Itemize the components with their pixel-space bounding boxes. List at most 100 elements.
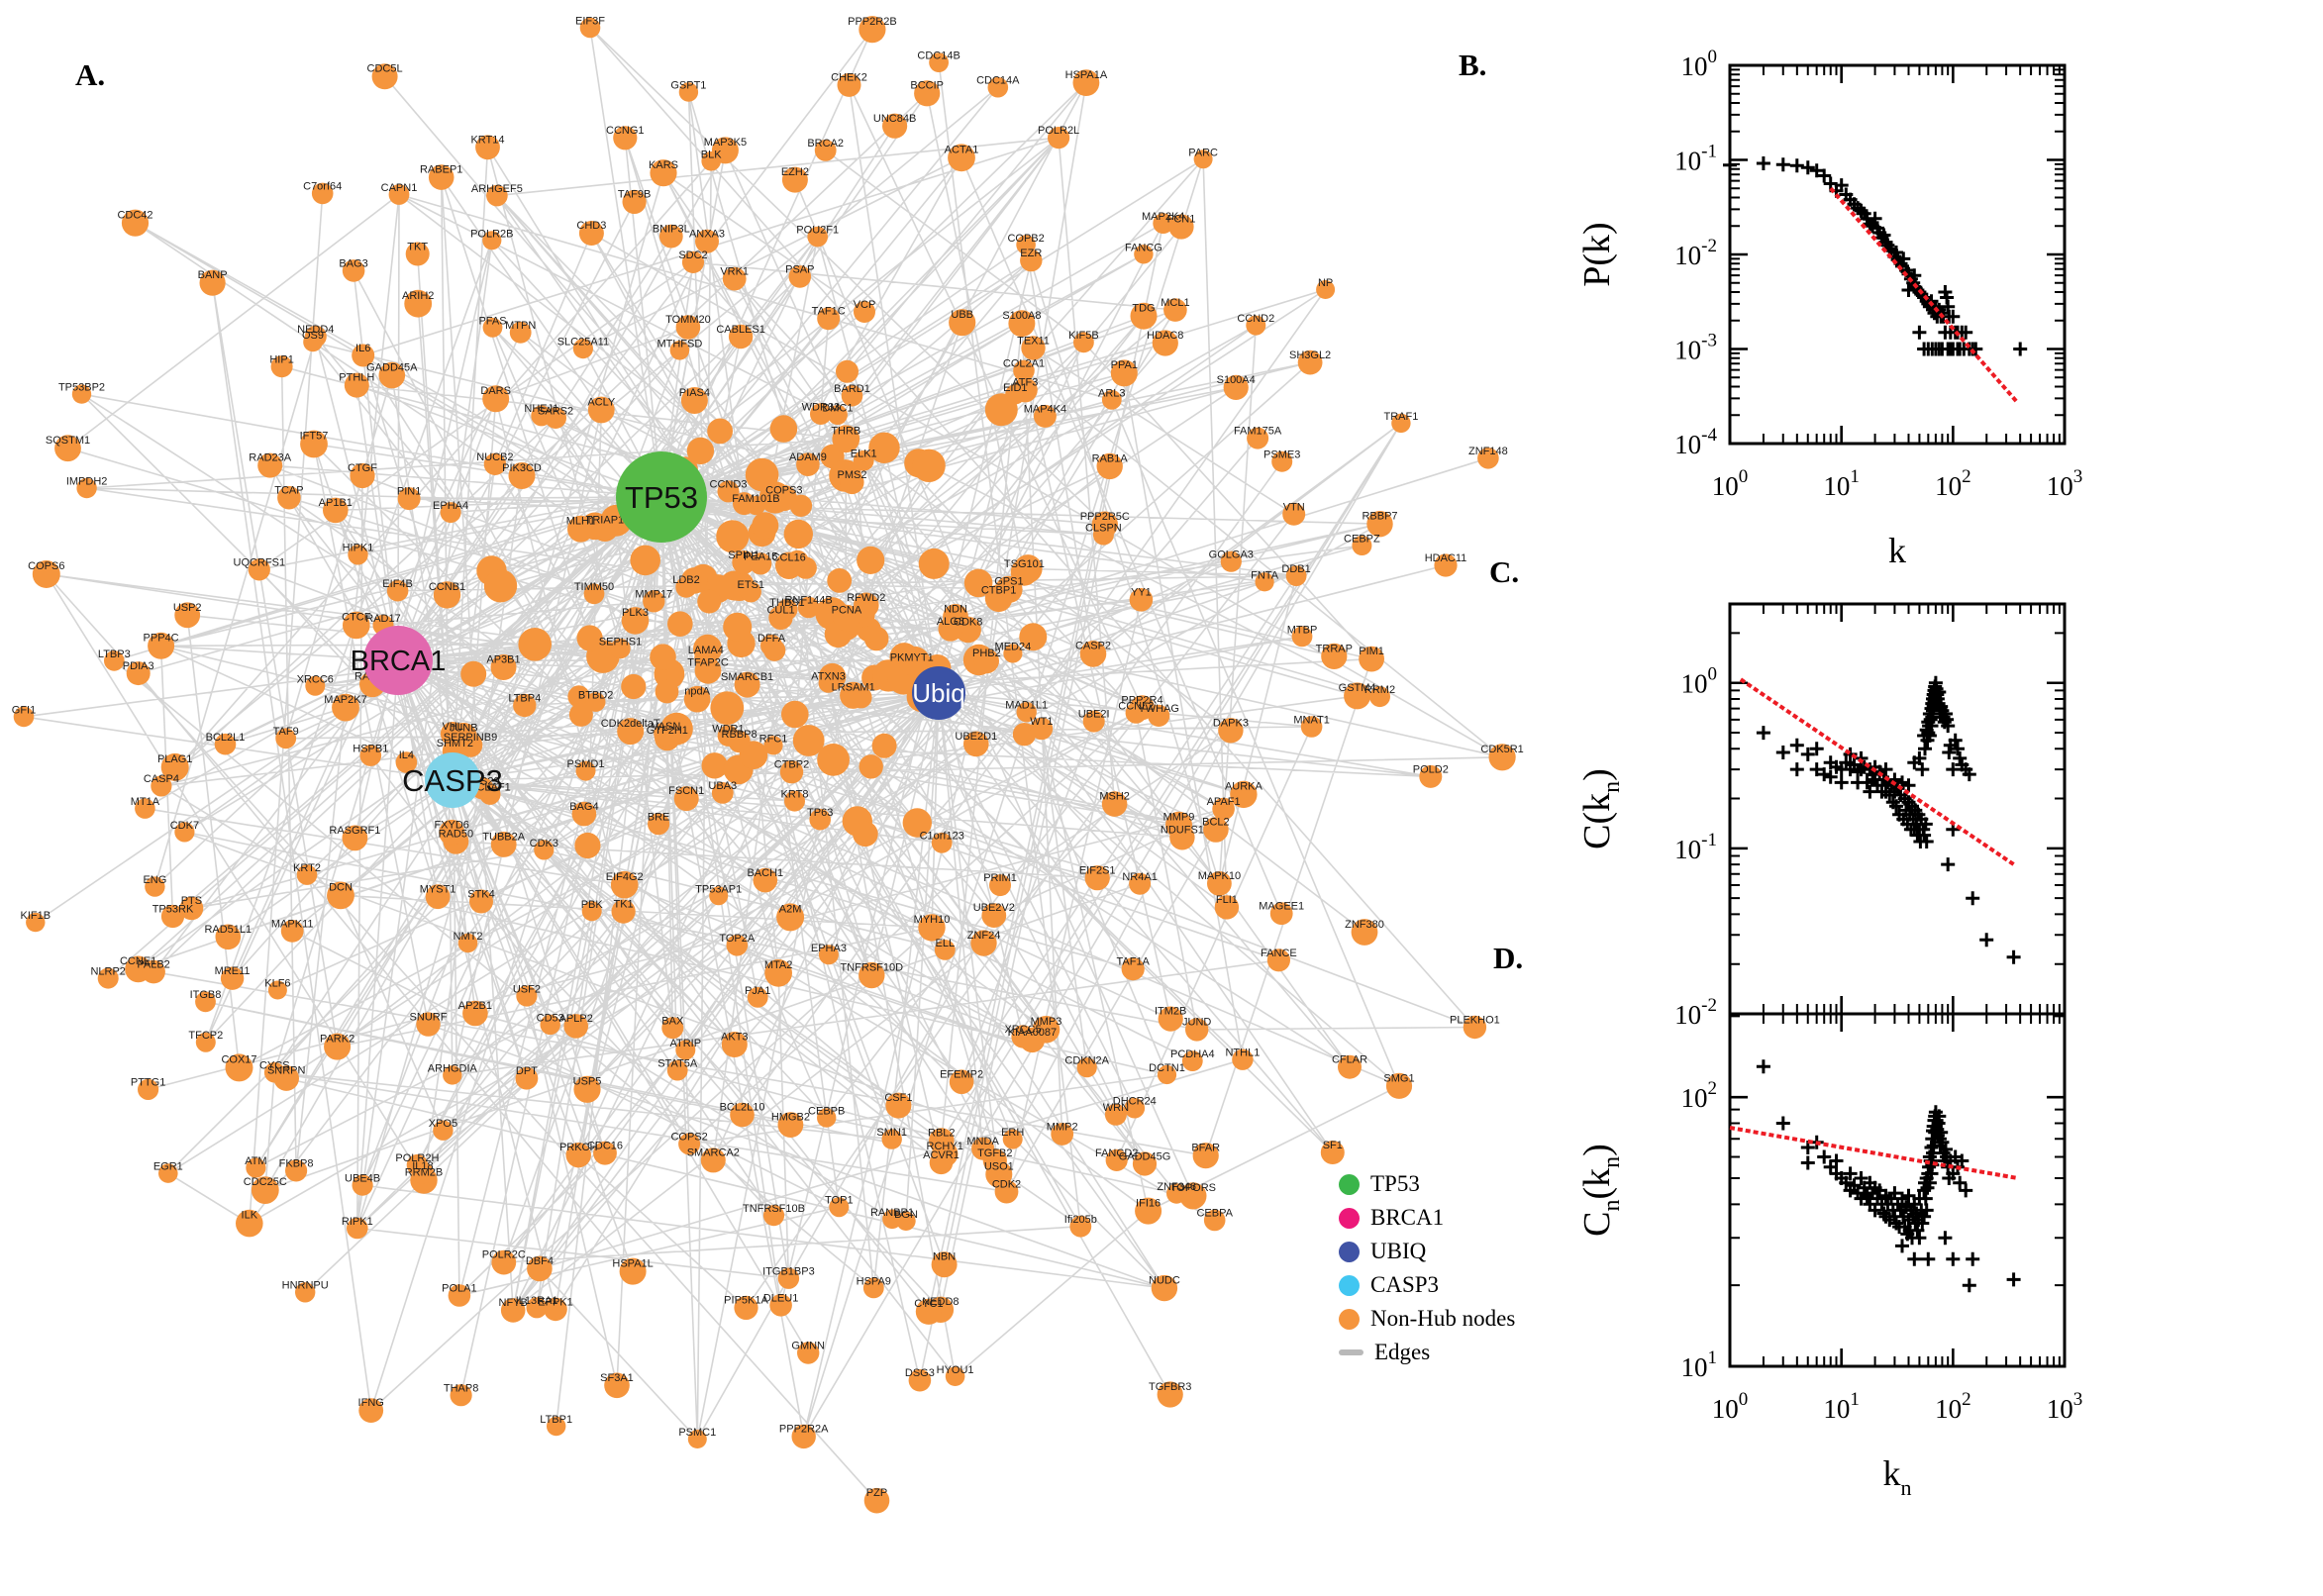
network-node[interactable] [275, 728, 297, 749]
network-node[interactable] [1165, 811, 1192, 839]
network-node[interactable] [1477, 448, 1499, 469]
network-node[interactable] [342, 259, 365, 282]
network-node[interactable] [1391, 413, 1411, 434]
network-node[interactable] [700, 1147, 726, 1173]
network-node[interactable] [622, 189, 647, 214]
network-node[interactable] [837, 72, 861, 97]
network-node[interactable] [666, 1059, 688, 1081]
network-node[interactable] [1232, 1048, 1254, 1070]
network-node[interactable] [717, 480, 740, 503]
network-node[interactable] [722, 266, 747, 291]
network-node[interactable] [775, 551, 803, 579]
network-node[interactable] [776, 599, 798, 621]
network-node[interactable] [411, 1161, 435, 1184]
network-node[interactable] [273, 1065, 300, 1091]
network-node[interactable] [963, 568, 993, 598]
network-node[interactable] [1125, 702, 1148, 724]
network-node[interactable] [695, 229, 719, 253]
network-node[interactable] [1151, 1274, 1178, 1302]
network-node[interactable] [395, 751, 418, 773]
network-node[interactable] [416, 1012, 441, 1037]
network-node[interactable] [1134, 245, 1154, 264]
network-node[interactable] [214, 733, 237, 755]
network-node[interactable] [900, 653, 923, 676]
network-node[interactable] [1021, 336, 1046, 360]
network-node[interactable] [386, 579, 409, 602]
network-node[interactable] [295, 1282, 316, 1303]
network-node[interactable] [285, 1159, 308, 1182]
network-node[interactable] [450, 1384, 472, 1407]
network-node[interactable] [544, 1297, 567, 1322]
network-node[interactable] [311, 182, 334, 205]
network-node[interactable] [1132, 1151, 1158, 1176]
network-node[interactable] [681, 250, 705, 273]
network-node[interactable] [215, 924, 242, 950]
network-node[interactable] [1153, 213, 1174, 235]
network-node[interactable] [371, 63, 398, 90]
network-node[interactable] [1218, 718, 1244, 744]
network-node[interactable] [740, 581, 761, 603]
network-node[interactable] [929, 1150, 954, 1175]
network-node[interactable] [433, 1120, 454, 1141]
network-node[interactable] [697, 589, 722, 614]
network-node[interactable] [1101, 389, 1122, 410]
network-node[interactable] [388, 184, 410, 205]
network-node[interactable] [701, 752, 728, 779]
network-node[interactable] [832, 425, 860, 453]
network-node[interactable] [251, 1176, 279, 1204]
network-node[interactable] [482, 317, 503, 338]
network-node[interactable] [1096, 452, 1123, 480]
network-node[interactable] [711, 782, 734, 804]
network-node[interactable] [576, 625, 603, 651]
network-node[interactable] [717, 725, 740, 747]
network-node[interactable] [500, 1298, 526, 1323]
network-node[interactable] [1185, 1018, 1209, 1042]
network-node[interactable] [857, 546, 885, 575]
network-node[interactable] [1255, 572, 1274, 592]
network-node[interactable] [148, 632, 175, 659]
network-node[interactable] [809, 808, 831, 831]
network-node[interactable] [469, 889, 493, 914]
network-node[interactable] [648, 813, 670, 836]
network-node[interactable] [970, 930, 997, 956]
network-node[interactable] [750, 552, 772, 575]
network-node[interactable] [694, 656, 722, 684]
network-node[interactable] [1463, 1015, 1487, 1040]
network-node[interactable] [482, 385, 510, 413]
network-node[interactable] [1192, 1143, 1219, 1169]
network-node[interactable] [1152, 330, 1178, 356]
network-node[interactable] [516, 985, 538, 1007]
network-node[interactable] [902, 808, 932, 838]
network-node[interactable] [518, 628, 552, 661]
network-node[interactable] [567, 685, 590, 708]
network-node[interactable] [973, 648, 1000, 674]
network-node[interactable] [1285, 565, 1307, 586]
network-node[interactable] [1069, 1215, 1092, 1238]
network-node[interactable] [779, 760, 804, 784]
network-node[interactable] [912, 449, 946, 482]
network-node[interactable] [989, 874, 1011, 897]
network-node[interactable] [797, 596, 820, 619]
network-node[interactable] [760, 634, 782, 656]
network-node[interactable] [675, 315, 701, 340]
network-node[interactable] [621, 673, 647, 700]
network-node[interactable] [158, 1163, 178, 1183]
network-node[interactable] [1105, 1148, 1128, 1171]
network-node[interactable] [680, 387, 708, 414]
network-node[interactable] [1121, 957, 1145, 981]
network-node[interactable] [987, 76, 1009, 98]
network-node[interactable] [1012, 723, 1037, 747]
network-node[interactable] [1193, 150, 1213, 169]
network-node[interactable] [781, 166, 808, 193]
network-node[interactable] [683, 685, 711, 713]
network-node[interactable] [723, 612, 753, 642]
network-node[interactable] [658, 224, 683, 249]
network-node[interactable] [678, 82, 699, 102]
network-node[interactable] [752, 512, 779, 540]
network-node[interactable] [829, 1197, 850, 1218]
network-node[interactable] [783, 519, 813, 549]
network-node[interactable] [405, 242, 430, 266]
network-node[interactable] [575, 760, 596, 781]
network-node[interactable] [814, 140, 837, 161]
network-node[interactable] [527, 1255, 553, 1282]
